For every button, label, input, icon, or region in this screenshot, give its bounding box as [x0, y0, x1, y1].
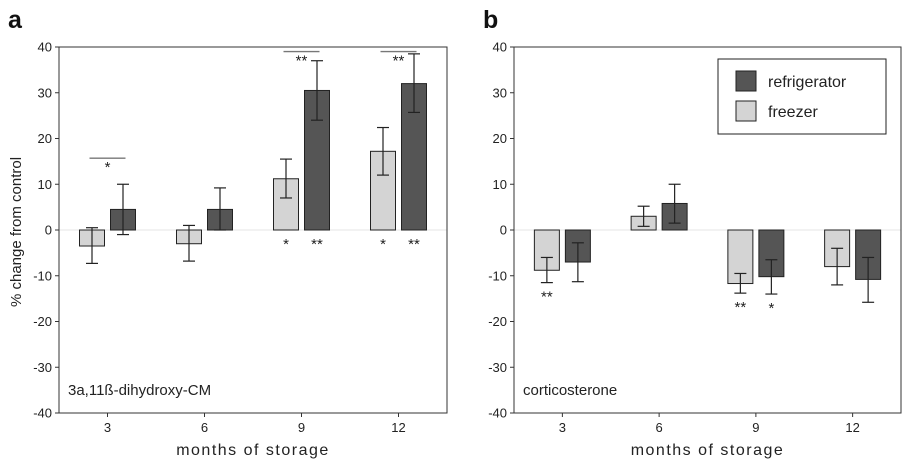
legend-swatch-refrigerator	[735, 70, 757, 92]
y-tick-label: 30	[493, 85, 507, 100]
y-tick-label: 0	[500, 223, 507, 238]
significance-marker: *	[380, 236, 386, 253]
x-tick-label: 9	[298, 420, 305, 435]
legend: refrigerator freezer	[717, 58, 887, 135]
legend-label-refrigerator: refrigerator	[768, 74, 847, 91]
y-tick-label: -20	[488, 314, 507, 329]
comparison-significance: *	[105, 159, 111, 176]
bar-refrigerator	[304, 89, 330, 231]
y-tick-label: 10	[38, 177, 52, 192]
significance-marker: **	[311, 236, 323, 253]
y-tick-label: 30	[38, 85, 52, 100]
y-tick-label: 20	[38, 131, 52, 146]
significance-marker: **	[408, 236, 420, 253]
x-tick-label: 12	[391, 420, 405, 435]
chart-panel-b: 40 30 20 10 0 -10 -20 -30 -40 3 6 9 12 months of stor…	[488, 40, 902, 459]
panel-letter-a: a	[8, 6, 23, 34]
x-tick-label: 6	[656, 420, 663, 435]
y-tick-label: 40	[493, 40, 507, 55]
x-tick-label: 12	[845, 420, 859, 435]
x-tick-label: 9	[752, 420, 759, 435]
y-axis-title: % change from control	[8, 157, 25, 307]
legend-box	[717, 58, 887, 135]
y-tick-label: 0	[45, 223, 52, 238]
y-tick-label: 20	[493, 131, 507, 146]
y-tick-label: 10	[493, 177, 507, 192]
x-axis-title: months of storage	[176, 442, 330, 459]
significance-marker: *	[768, 300, 774, 317]
bar-freezer	[727, 229, 754, 285]
x-axis-title: months of storage	[631, 442, 785, 459]
significance-marker: **	[541, 289, 553, 306]
legend-label-freezer: freezer	[768, 104, 818, 121]
y-tick-label: -30	[488, 360, 507, 375]
panel-compound-label: corticosterone	[523, 382, 617, 399]
y-tick-label: -20	[33, 314, 52, 329]
y-tick-label: -30	[33, 360, 52, 375]
x-tick-label: 3	[104, 420, 111, 435]
y-tick-label: -10	[33, 268, 52, 283]
significance-marker: *	[283, 236, 289, 253]
panel-letter-b: b	[483, 6, 498, 34]
legend-swatch-freezer	[735, 100, 757, 122]
bar-refrigerator	[758, 229, 785, 278]
significance-marker: **	[735, 299, 747, 316]
x-tick-label: 6	[201, 420, 208, 435]
bar-freezer	[370, 150, 396, 231]
y-tick-label: 40	[38, 40, 52, 55]
comparison-significance: **	[393, 53, 405, 70]
chart-panel-a: 40 30 20 10 0 -10 -20 -30 -40 3 6 9 12 months of stor…	[33, 40, 448, 459]
y-tick-label: -40	[33, 406, 52, 421]
x-tick-label: 3	[559, 420, 566, 435]
y-tick-label: -10	[488, 268, 507, 283]
comparison-significance: **	[296, 53, 308, 70]
y-tick-label: -40	[488, 406, 507, 421]
panel-compound-label: 3a,11ß-dihydroxy-CM	[68, 382, 211, 399]
